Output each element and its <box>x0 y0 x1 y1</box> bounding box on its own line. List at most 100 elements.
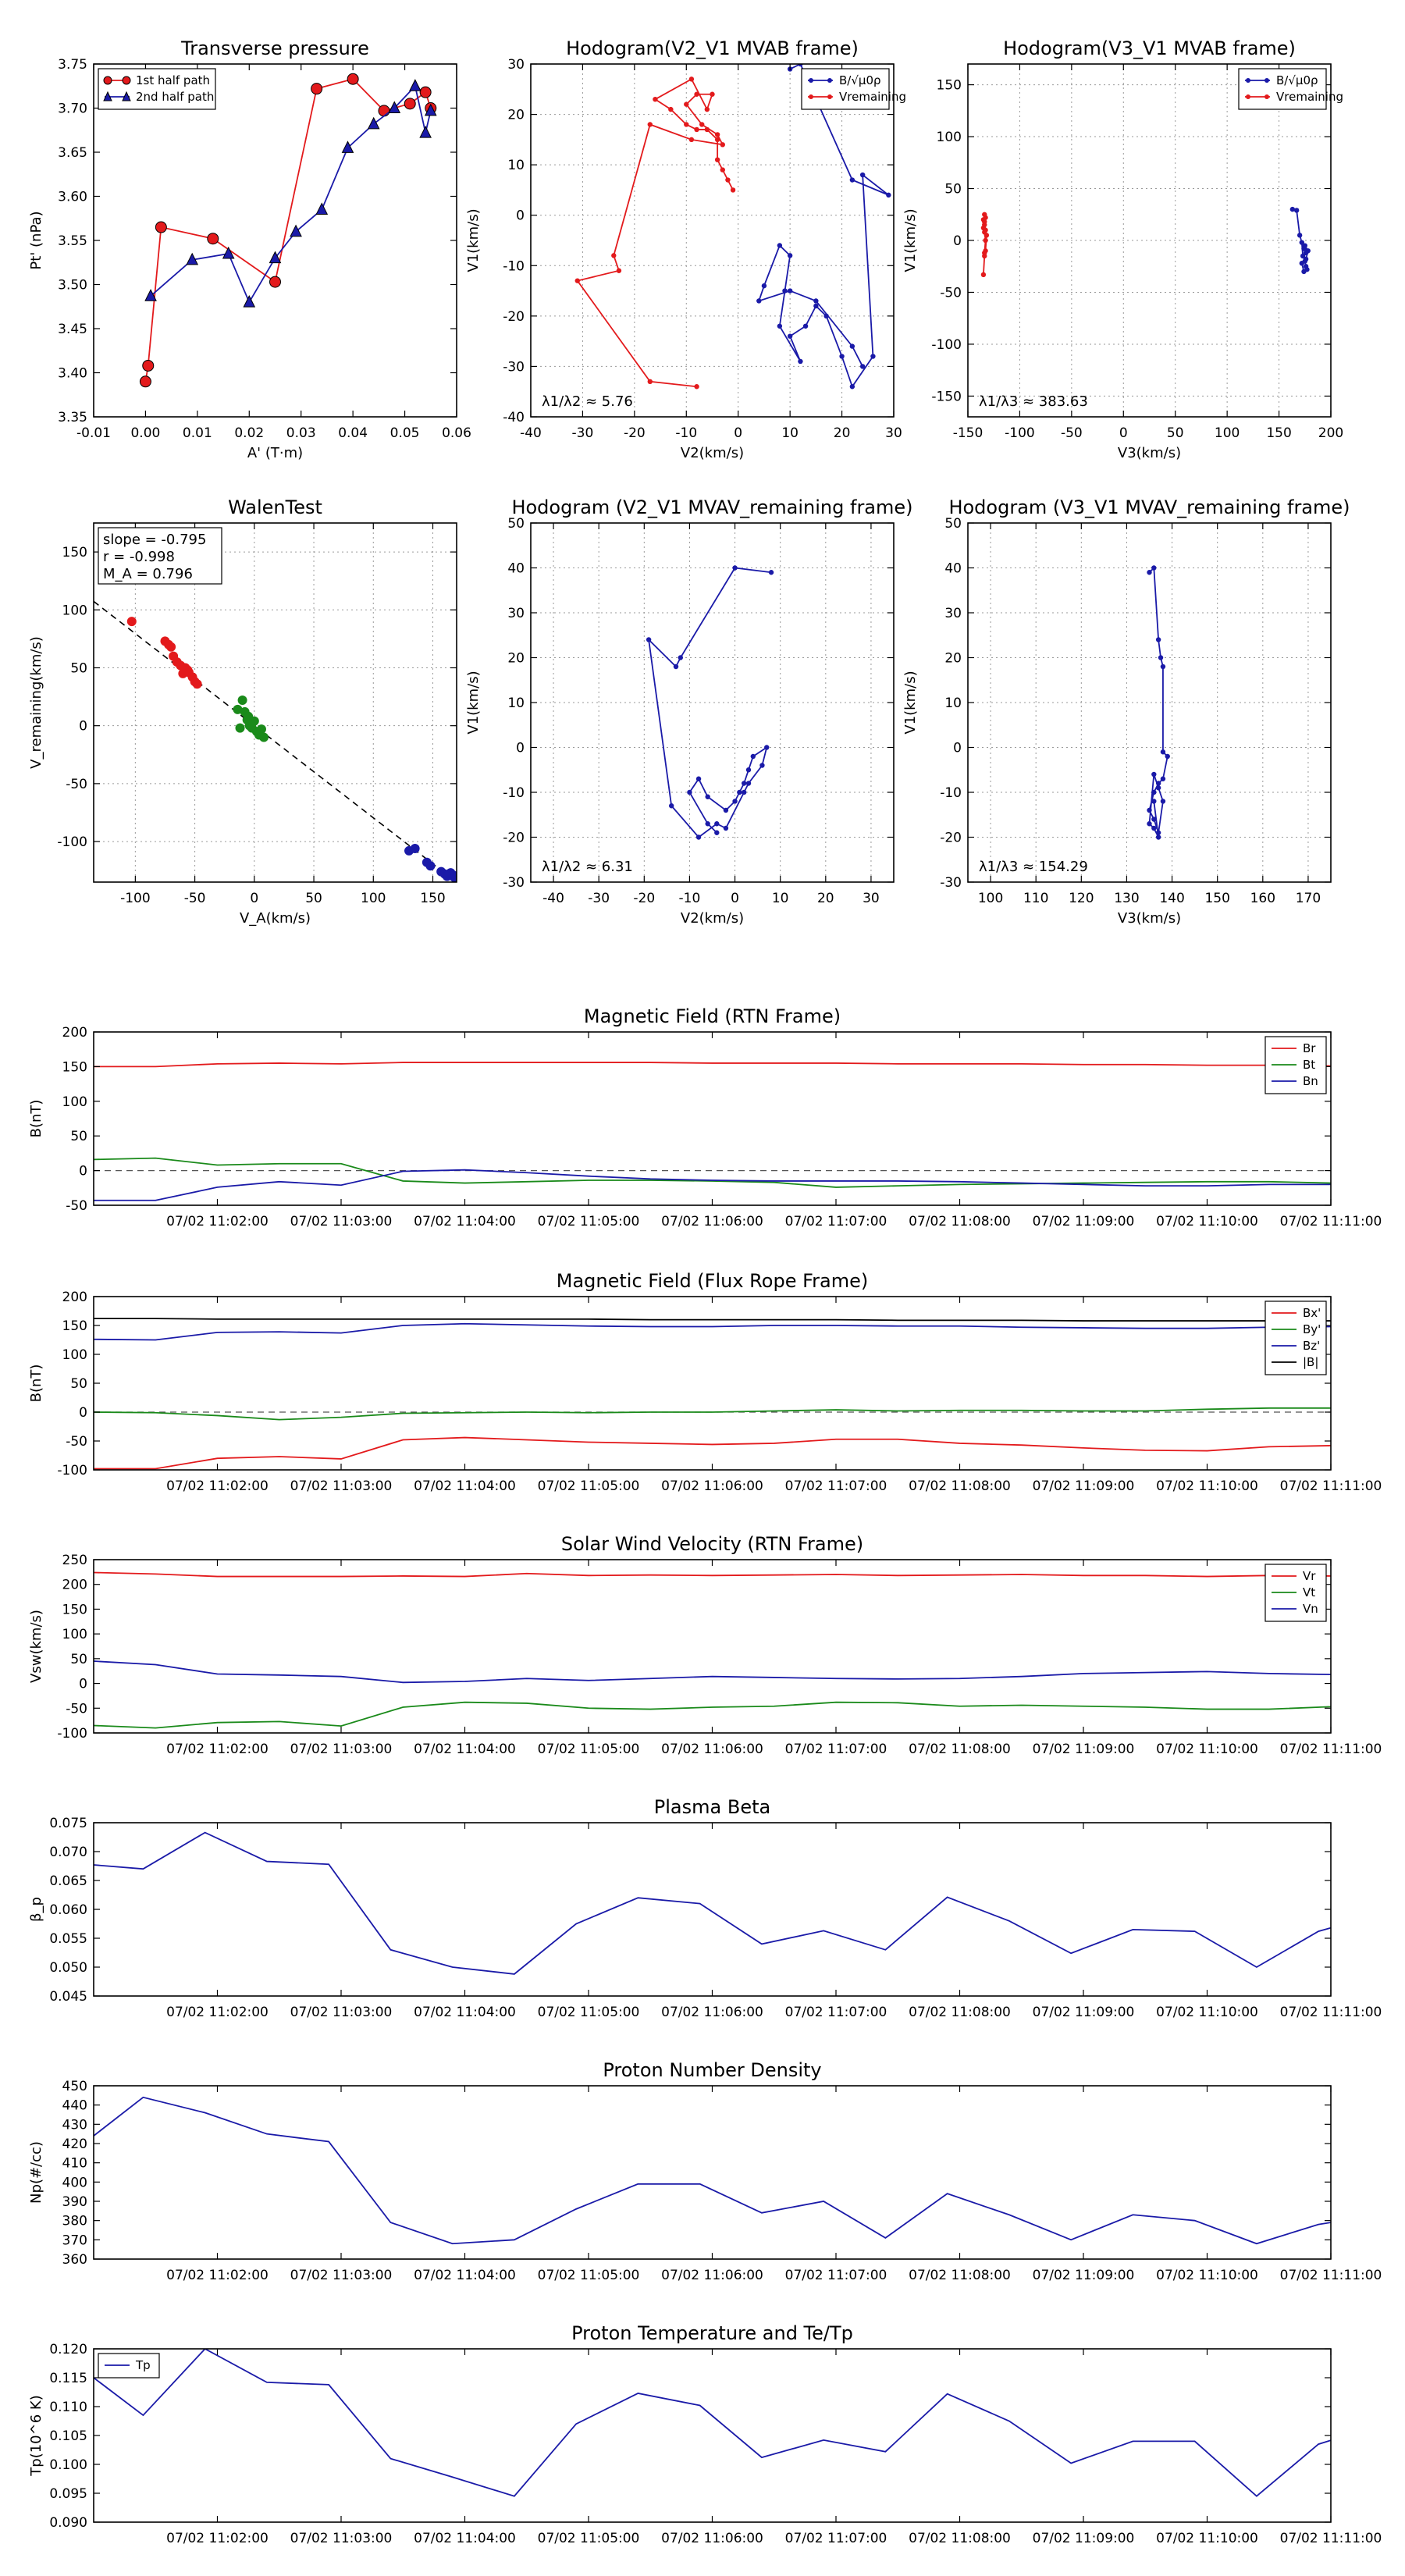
x-tick-label: 07/02 11:03:00 <box>290 1478 393 1494</box>
data-point <box>1151 771 1157 777</box>
series-Vn <box>94 1660 1331 1684</box>
y-tick-label: 50 <box>944 516 962 532</box>
data-point <box>668 106 674 112</box>
data-point <box>787 253 793 258</box>
y-tick-label: -50 <box>66 1198 87 1214</box>
data-point <box>1289 206 1296 212</box>
y-tick-label: 250 <box>62 1553 87 1568</box>
x-tick-label: 07/02 11:04:00 <box>414 2005 516 2020</box>
y-tick-label: 440 <box>62 2098 87 2114</box>
y-tick-label: 0.105 <box>49 2428 87 2444</box>
series-Br <box>94 1062 1331 1068</box>
x-tick-label: 07/02 11:05:00 <box>538 1478 640 1494</box>
legend-label: Br <box>1303 1041 1316 1055</box>
y-tick-label: -30 <box>503 875 525 891</box>
series-line <box>94 1407 1331 1421</box>
data-point <box>616 268 622 273</box>
y-tick-label: 150 <box>62 1318 87 1334</box>
x-tick-label: 0 <box>1119 425 1128 441</box>
x-axis-label: V2(km/s) <box>681 910 744 927</box>
x-axis-label: V_A(km/s) <box>240 910 311 927</box>
data-point <box>859 364 866 369</box>
series-line <box>94 2096 1331 2245</box>
data-point <box>673 664 679 670</box>
y-tick-label: 50 <box>70 660 87 676</box>
x-tick-label: 50 <box>305 891 322 906</box>
y-tick-label: 0.095 <box>49 2486 87 2502</box>
y-tick-label: 40 <box>944 561 962 577</box>
x-tick-label: 07/02 11:04:00 <box>414 2531 516 2546</box>
axes-frame <box>530 63 895 418</box>
legend-label: |B| <box>1303 1355 1318 1369</box>
x-tick-label: 07/02 11:07:00 <box>785 1742 887 1757</box>
y-axis-label: Vsw(km/s) <box>28 1610 44 1683</box>
series-line <box>647 567 772 838</box>
data-point <box>695 776 702 781</box>
x-tick-label: -100 <box>120 891 151 906</box>
data-point <box>982 229 987 235</box>
x-tick-label: 100 <box>1215 425 1240 441</box>
data-point <box>207 233 219 245</box>
y-tick-label: 0.045 <box>49 1989 87 2005</box>
y-tick-label: 0 <box>79 719 87 735</box>
series-By' <box>94 1407 1331 1421</box>
y-tick-label: 50 <box>70 1129 87 1144</box>
data-point <box>178 668 188 678</box>
data-point <box>1155 830 1161 835</box>
series-beta <box>94 1831 1331 1975</box>
y-tick-label: 200 <box>62 1578 87 1593</box>
legend-marker <box>809 94 813 99</box>
data-point <box>704 126 710 133</box>
data-point <box>705 821 710 827</box>
data-point <box>139 375 151 388</box>
x-tick-label: 30 <box>885 425 902 441</box>
x-tick-label: 07/02 11:06:00 <box>661 1214 763 1229</box>
y-tick-label: 3.60 <box>58 190 87 205</box>
x-tick-label: 130 <box>1114 891 1139 906</box>
y-tick-label: 30 <box>507 606 525 621</box>
x-tick-label: 07/02 11:07:00 <box>785 2531 887 2546</box>
data-point <box>1297 233 1303 238</box>
chart-title: Proton Number Density <box>603 2059 821 2081</box>
data-point <box>1158 655 1164 660</box>
data-point <box>1165 753 1170 760</box>
chart-title: Hodogram (V2_V1 MVAV_remaining frame) <box>511 496 912 518</box>
x-tick-label: 07/02 11:08:00 <box>909 1214 1011 1229</box>
x-tick-label: -0.01 <box>76 425 111 441</box>
x-tick-label: 0.04 <box>338 425 368 441</box>
y-tick-label: 3.75 <box>58 57 87 73</box>
legend-marker <box>122 76 131 85</box>
y-tick-label: 150 <box>937 78 962 94</box>
x-tick-label: -40 <box>542 891 564 906</box>
y-tick-label: -50 <box>66 777 87 792</box>
x-tick-label: 150 <box>1266 425 1291 441</box>
y-tick-label: -100 <box>57 1726 87 1742</box>
data-point <box>253 728 263 738</box>
data-point <box>1147 570 1152 575</box>
x-tick-label: 07/02 11:05:00 <box>538 2005 640 2020</box>
x-tick-label: 0 <box>734 425 742 441</box>
x-tick-label: 07/02 11:07:00 <box>785 1478 887 1494</box>
legend-marker <box>1246 78 1250 83</box>
x-tick-label: 07/02 11:02:00 <box>166 2531 269 2546</box>
data-point <box>367 116 380 130</box>
data-point <box>750 753 756 760</box>
data-point <box>378 105 390 117</box>
x-tick-label: 0 <box>731 891 739 906</box>
data-point <box>1151 817 1157 822</box>
y-tick-label: -150 <box>931 389 962 404</box>
annotation: λ1/λ2 ≈ 6.31 <box>542 859 633 875</box>
y-tick-label: 0 <box>953 741 962 756</box>
data-point <box>1303 256 1309 262</box>
legend-label: Bt <box>1303 1058 1315 1072</box>
chart-title: Hodogram(V2_V1 MVAB frame) <box>566 37 859 59</box>
data-point <box>269 251 282 264</box>
x-tick-label: 07/02 11:11:00 <box>1280 2005 1382 2020</box>
y-tick-label: -10 <box>503 785 525 801</box>
data-point <box>155 221 167 233</box>
x-tick-label: -100 <box>1005 425 1035 441</box>
x-tick-label: 07/02 11:11:00 <box>1280 1742 1382 1757</box>
x-tick-label: 07/02 11:05:00 <box>538 1742 640 1757</box>
data-point <box>1303 250 1309 256</box>
